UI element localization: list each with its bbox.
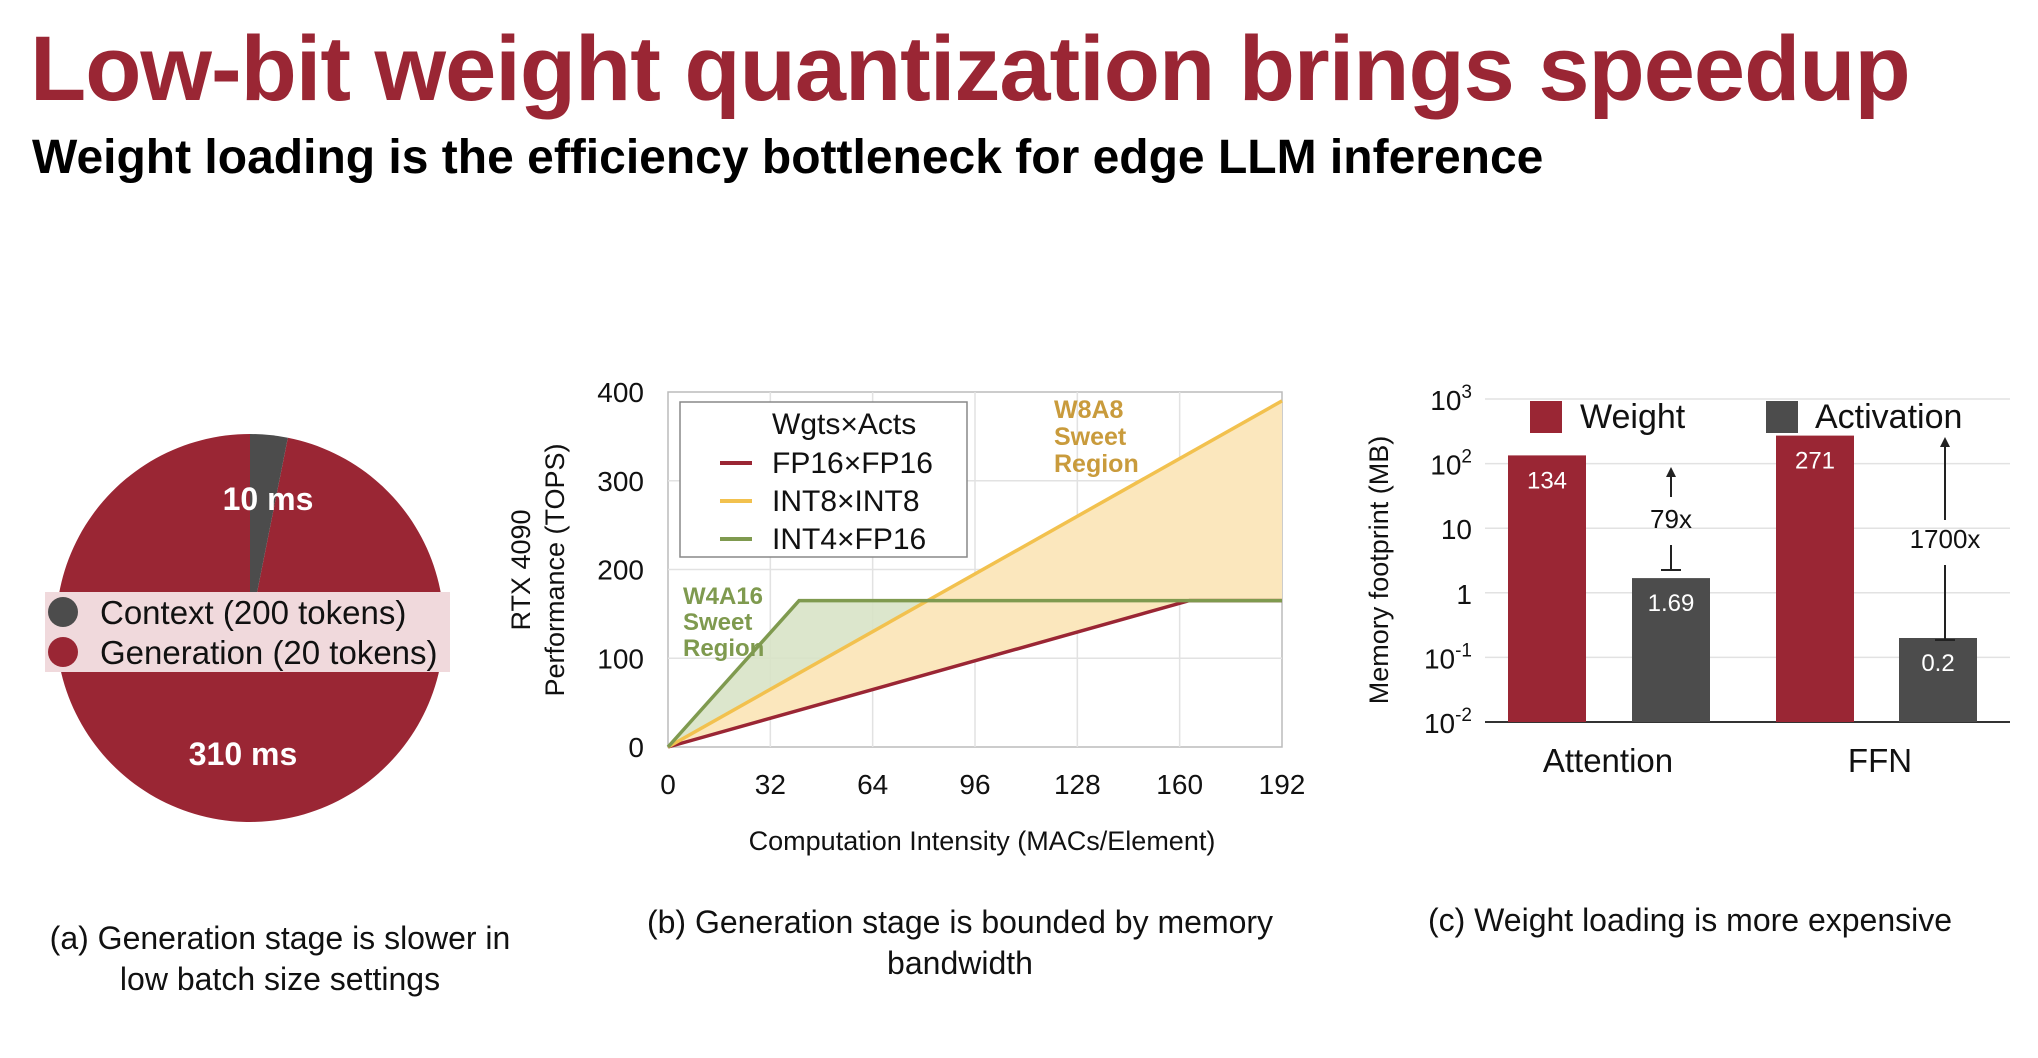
legend-marker-generation xyxy=(48,637,78,667)
ratio-label-attention: 79x xyxy=(1650,504,1692,534)
ratio-label-ffn: 1700x xyxy=(1910,524,1981,554)
caption-c: (c) Weight loading is more expensive xyxy=(1427,902,1953,938)
caption-a-line1: (a) Generation stage is slower in xyxy=(49,920,511,956)
series-line-int8xint8 xyxy=(667,399,1283,749)
y-tick-label: 10-1 xyxy=(1424,640,1472,674)
x-tick-label: 160 xyxy=(1156,769,1203,800)
line-legend: Wgts×Acts FP16×FP16 INT8×INT8 INT4×FP16 xyxy=(679,401,968,558)
pie-value-label-context: 10 ms xyxy=(223,481,314,517)
w4a16-label-line3: Region xyxy=(683,635,764,662)
x-tick-label: 96 xyxy=(959,769,990,800)
y-tick-label: 103 xyxy=(1430,382,1472,416)
w4a16-label-line1: W4A16 xyxy=(683,583,763,610)
caption-a: (a) Generation stage is slower in low ba… xyxy=(10,918,550,1000)
x-tick-labels: 0 32 64 96 128 160 192 xyxy=(660,769,1305,800)
y-tick-label: 102 xyxy=(1430,447,1472,481)
legend-label-int4xfp16: INT4×FP16 xyxy=(772,523,926,556)
bar-legend: Weight Activation xyxy=(1530,398,1962,436)
legend-swatch-weight xyxy=(1530,401,1562,433)
series-line-int4xfp16 xyxy=(666,598,1282,749)
y-tick-label: 0 xyxy=(628,732,644,763)
bar-ffn-activation xyxy=(1899,638,1977,722)
bar-ffn-weight xyxy=(1776,435,1854,722)
legend-label-int8xint8: INT8×INT8 xyxy=(772,485,920,518)
bar-attention-activation xyxy=(1632,578,1710,722)
legend-label-context: Context (200 tokens) xyxy=(100,594,406,631)
category-label-attention: Attention xyxy=(1543,742,1673,779)
legend-label-activation: Activation xyxy=(1815,398,1962,436)
caption-b: (b) Generation stage is bounded by memor… xyxy=(590,902,1330,984)
bar-value-label-attention-activation: 1.69 xyxy=(1648,590,1695,617)
page-title: Low-bit weight quantization brings speed… xyxy=(30,18,1911,120)
legend-marker-context xyxy=(48,597,78,627)
category-label-ffn: FFN xyxy=(1848,742,1912,779)
bar-attention-weight xyxy=(1508,455,1586,722)
y-tick-label: 1 xyxy=(1456,579,1472,610)
w4a16-label-line2: Sweet xyxy=(683,609,752,636)
bar-value-label-ffn-weight: 271 xyxy=(1795,448,1835,475)
y-tick-labels: 10-2 10-1 1 10 102 103 xyxy=(1424,382,1472,739)
caption-a-line2: low batch size settings xyxy=(119,961,441,997)
w8a8-label-line3: Region xyxy=(1054,450,1139,478)
y-tick-label: 100 xyxy=(597,643,644,674)
bar-value-label-attention-weight: 134 xyxy=(1527,467,1567,494)
caption-b-line2: bandwidth xyxy=(887,945,1033,981)
y-tick-label: 200 xyxy=(597,555,644,586)
y-tick-label: 400 xyxy=(597,377,644,408)
legend-label-fp16xfp16: FP16×FP16 xyxy=(772,447,933,480)
y-axis-label: Memory footprint (MB) xyxy=(1364,436,1394,705)
legend-box xyxy=(679,401,968,558)
y-tick-label: 10 xyxy=(1441,514,1472,545)
pie-value-label-generation: 310 ms xyxy=(189,736,298,772)
legend-label-weight: Weight xyxy=(1580,398,1686,436)
x-tick-label: 192 xyxy=(1259,769,1306,800)
w8a8-region-label: W8A8 Sweet Region xyxy=(1054,396,1139,478)
x-tick-label: 32 xyxy=(755,769,786,800)
legend-label-generation: Generation (20 tokens) xyxy=(100,634,438,671)
y-axis-label-line2: Performance (TOPS) xyxy=(540,443,570,696)
x-tick-label: 64 xyxy=(857,769,888,800)
pie-legend-box xyxy=(45,592,450,672)
caption-b-line1: (b) Generation stage is bounded by memor… xyxy=(646,904,1274,940)
legend-title: Wgts×Acts xyxy=(772,408,916,441)
x-axis-label: Computation Intensity (MACs/Element) xyxy=(749,826,1216,856)
bar-value-label-ffn-activation: 0.2 xyxy=(1921,650,1954,677)
y-axis-label-line1: RTX 4090 xyxy=(506,509,536,630)
y-tick-label: 300 xyxy=(597,466,644,497)
y-tick-labels: 0 100 200 300 400 xyxy=(597,377,644,763)
legend-swatch-activation xyxy=(1766,401,1798,433)
w8a8-label-line1: W8A8 xyxy=(1054,396,1124,424)
x-tick-label: 0 xyxy=(660,769,676,800)
x-tick-label: 128 xyxy=(1054,769,1101,800)
y-tick-label: 10-2 xyxy=(1424,705,1472,739)
roofline-chart: 0 32 64 96 128 160 192 0 100 200 300 400 Computati… xyxy=(506,377,1305,856)
w4a16-region-label: W4A16 Sweet Region xyxy=(683,583,764,662)
page-subtitle: Weight loading is the efficiency bottlen… xyxy=(32,131,1544,184)
pie-slice-context xyxy=(250,434,288,628)
w8a8-label-line2: Sweet xyxy=(1054,423,1127,451)
pie-chart: Context (200 tokens) Generation (20 toke… xyxy=(45,434,450,822)
